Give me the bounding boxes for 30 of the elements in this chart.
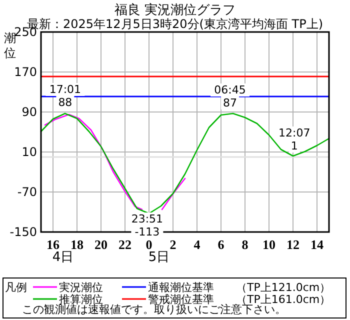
ylabel: 潮位: [4, 31, 16, 60]
x-tick-label: 0: [146, 237, 152, 252]
annotation: 06:45: [214, 84, 246, 96]
x-tick-label: 8: [242, 237, 249, 252]
legend-label: 実況潮位: [59, 281, 103, 294]
annotation: 12:07: [278, 126, 310, 140]
annotation: -113: [134, 226, 160, 238]
y-tick-label: -70: [17, 185, 37, 199]
legend-title: 凡例: [5, 281, 27, 294]
annotation: 23:51: [131, 212, 164, 226]
x-tick-label: 12: [286, 237, 300, 252]
legend-label: 通報潮位基準 （TP上121.0cm）: [148, 281, 331, 294]
x-tick-label: 10: [262, 237, 276, 252]
y-tick-label: -150: [10, 225, 37, 239]
x-tick-label: 4: [194, 237, 201, 252]
y-tick-label: 90: [22, 105, 37, 119]
annotation: 17:01: [49, 83, 82, 96]
x-tick-label: 18: [70, 237, 84, 252]
chart-title: 福良 実況潮位グラフ: [114, 2, 236, 18]
x-tick-label: 14: [310, 237, 324, 252]
y-tick-label: 10: [22, 145, 37, 159]
x-tick-label: 16: [46, 237, 60, 252]
x-tick-label: 6: [218, 237, 225, 252]
x-tick-label: 22: [118, 237, 132, 252]
legend-label: 推算潮位: [59, 293, 103, 306]
text: 5日: [148, 250, 170, 265]
y-tick-label: 170: [14, 65, 37, 79]
x-tick-label: 2: [170, 237, 176, 252]
text: 4日: [52, 250, 74, 265]
x-tick-label: 20: [94, 237, 108, 252]
